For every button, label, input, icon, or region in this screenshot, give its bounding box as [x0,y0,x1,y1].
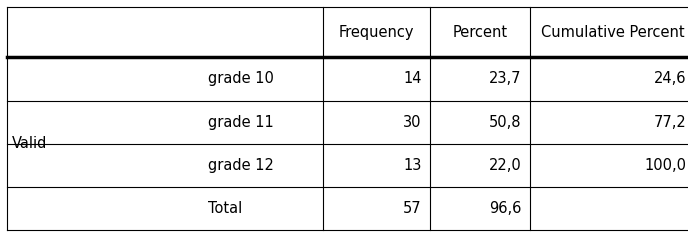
Text: 96,6: 96,6 [489,201,522,216]
Text: 57: 57 [403,201,422,216]
Text: 50,8: 50,8 [489,115,522,130]
Text: grade 10: grade 10 [208,71,274,87]
Text: Frequency: Frequency [339,25,414,40]
Text: 77,2: 77,2 [654,115,687,130]
Text: 22,0: 22,0 [488,158,522,173]
Text: 14: 14 [403,71,422,87]
Text: 13: 13 [403,158,422,173]
Text: grade 12: grade 12 [208,158,274,173]
Text: Percent: Percent [452,25,508,40]
Text: 24,6: 24,6 [654,71,687,87]
Text: Cumulative Percent: Cumulative Percent [541,25,684,40]
Text: 23,7: 23,7 [489,71,522,87]
Text: 100,0: 100,0 [645,158,687,173]
Text: grade 11: grade 11 [208,115,274,130]
Text: Total: Total [208,201,242,216]
Text: Valid: Valid [12,136,47,151]
Text: 30: 30 [403,115,422,130]
